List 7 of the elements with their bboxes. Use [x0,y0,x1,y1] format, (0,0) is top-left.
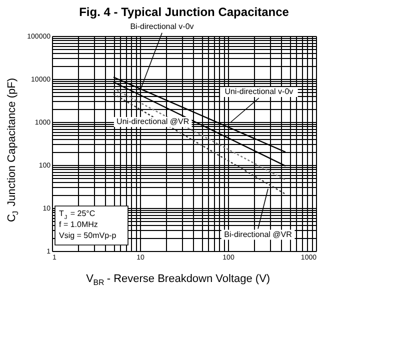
chart-title: Fig. 4 - Typical Junction Capacitance [79,4,290,19]
annotation: Bi-directional @VR [224,230,292,239]
annotation: Uni-directional @VR [116,117,190,126]
annotation: Uni-directional v-0v [224,87,294,96]
annotation: Vsig = 50mVp-p [59,231,117,240]
annotation: f = 1.0MHz [59,220,98,229]
annotation: Bi-directional v-0v [130,22,194,31]
